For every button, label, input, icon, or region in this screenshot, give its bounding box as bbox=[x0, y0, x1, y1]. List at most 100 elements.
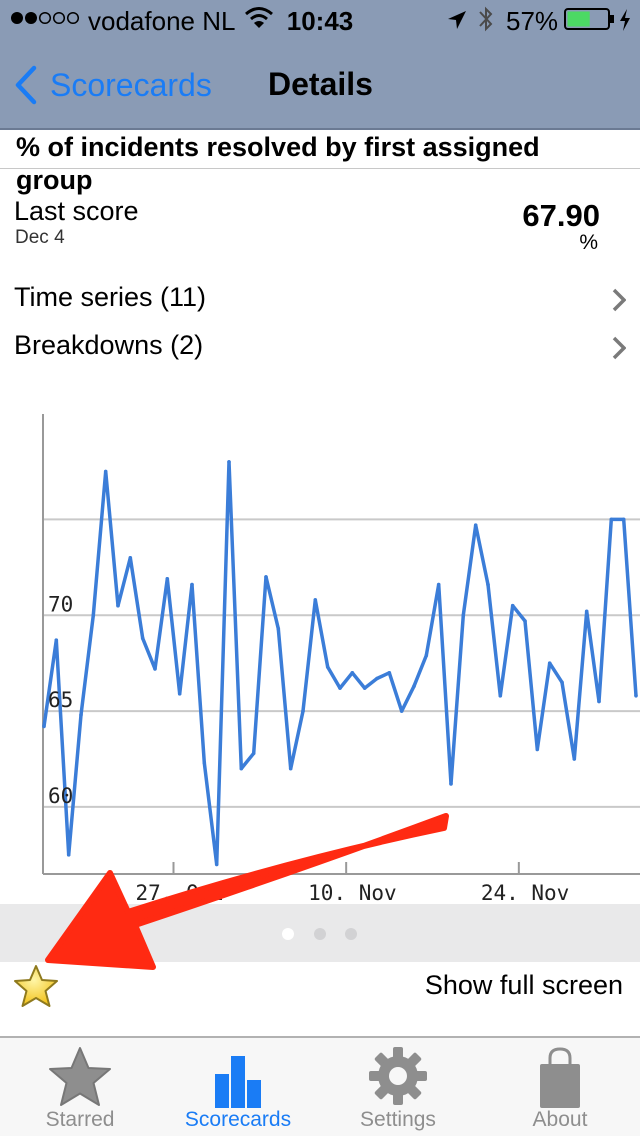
score-value: 67.90 bbox=[522, 198, 600, 233]
data-point bbox=[128, 556, 133, 560]
tab-bar: Starred Scorecards Settings bbox=[0, 1036, 640, 1136]
time-series-row[interactable]: Time series (11) bbox=[0, 276, 640, 322]
y-tick-label: 60 bbox=[48, 784, 73, 808]
data-point bbox=[42, 724, 46, 729]
navigation-bar: vodafone NL 10:43 57% Scorecards Details bbox=[0, 0, 640, 128]
show-full-screen-button[interactable]: Show full screen bbox=[424, 970, 623, 1000]
last-score-label: Last score bbox=[14, 196, 139, 226]
breakdowns-row[interactable]: Breakdowns (2) bbox=[0, 324, 640, 370]
data-point bbox=[202, 761, 207, 765]
back-button-label: Scorecards bbox=[50, 66, 212, 103]
metric-title: % of incidents resolved by first assigne… bbox=[16, 132, 540, 195]
data-point bbox=[486, 582, 490, 587]
data-point bbox=[116, 603, 120, 608]
data-point bbox=[424, 653, 429, 658]
data-point bbox=[436, 582, 441, 587]
tab-about[interactable]: About bbox=[480, 1038, 640, 1136]
data-point bbox=[597, 699, 601, 704]
data-point bbox=[54, 638, 59, 642]
bag-icon bbox=[540, 1047, 580, 1108]
data-point bbox=[350, 671, 355, 675]
data-point bbox=[239, 766, 244, 771]
data-point bbox=[560, 680, 564, 685]
data-point bbox=[547, 661, 552, 665]
data-point bbox=[461, 613, 466, 618]
x-tick-label: 24. Nov bbox=[481, 881, 570, 904]
score-unit: % bbox=[579, 231, 598, 254]
data-point bbox=[103, 469, 108, 474]
data-point bbox=[301, 709, 305, 713]
data-point bbox=[338, 686, 342, 690]
page-dot-2[interactable] bbox=[314, 928, 326, 940]
data-point bbox=[449, 782, 453, 786]
header-divider bbox=[0, 128, 640, 130]
last-score-date: Dec 4 bbox=[15, 227, 65, 248]
data-point bbox=[165, 577, 170, 581]
gear-icon bbox=[369, 1047, 427, 1105]
series-line bbox=[42, 460, 638, 867]
tab-label-starred: Starred bbox=[45, 1108, 115, 1131]
data-point bbox=[535, 747, 540, 752]
bar-chart-icon bbox=[215, 1056, 261, 1108]
time-series-label: Time series (11) bbox=[14, 282, 207, 312]
data-point bbox=[362, 686, 367, 690]
data-point bbox=[66, 853, 71, 857]
data-point bbox=[313, 598, 318, 602]
tab-settings[interactable]: Settings bbox=[318, 1038, 478, 1136]
chevron-left-icon bbox=[15, 65, 37, 105]
charging-bolt-icon bbox=[620, 9, 630, 31]
data-point bbox=[79, 713, 83, 717]
data-point bbox=[190, 582, 194, 587]
data-point bbox=[473, 523, 478, 527]
x-axis-ticks bbox=[172, 862, 520, 874]
back-button[interactable]: Scorecards bbox=[14, 62, 212, 108]
data-point bbox=[264, 575, 268, 579]
data-point bbox=[276, 626, 281, 631]
data-point bbox=[153, 667, 157, 671]
data-point bbox=[227, 460, 231, 464]
data-point bbox=[91, 613, 96, 618]
data-point bbox=[412, 684, 416, 688]
page-control bbox=[0, 904, 640, 962]
data-point bbox=[498, 694, 503, 698]
bluetooth-icon bbox=[479, 6, 493, 32]
data-point bbox=[375, 676, 379, 681]
breakdowns-label: Breakdowns (2) bbox=[14, 330, 204, 360]
favorite-star-button[interactable] bbox=[12, 964, 60, 1010]
x-tick-label: 10. Nov bbox=[308, 881, 397, 904]
series-points bbox=[42, 460, 638, 867]
battery-icon bbox=[564, 8, 614, 30]
data-point bbox=[288, 766, 293, 771]
clock: 10:43 bbox=[286, 6, 354, 36]
data-point bbox=[325, 665, 330, 669]
wifi-icon bbox=[245, 7, 273, 28]
data-point bbox=[510, 603, 515, 608]
signal-strength-icon bbox=[11, 11, 80, 25]
tab-starred[interactable]: Starred bbox=[0, 1038, 160, 1136]
title-divider bbox=[0, 168, 640, 169]
x-tick-label: 27. Oct bbox=[136, 881, 225, 904]
page-dot-3[interactable] bbox=[345, 928, 357, 940]
data-point bbox=[214, 862, 219, 867]
data-point bbox=[399, 709, 404, 713]
chart-grid bbox=[44, 518, 640, 808]
y-axis-labels: 60 65 70 bbox=[48, 592, 73, 808]
data-point bbox=[177, 692, 182, 696]
location-arrow-icon bbox=[448, 11, 466, 29]
x-axis-labels: 27. Oct 10. Nov 24. Nov bbox=[136, 881, 570, 904]
data-point bbox=[387, 671, 392, 675]
star-icon bbox=[49, 1047, 111, 1106]
chevron-right-icon bbox=[612, 288, 626, 312]
tab-label-scorecards: Scorecards bbox=[184, 1108, 292, 1131]
page-title: Details bbox=[268, 66, 373, 102]
data-point bbox=[140, 636, 145, 641]
chevron-right-icon bbox=[612, 336, 626, 360]
data-point bbox=[523, 619, 527, 623]
tab-scorecards[interactable]: Scorecards bbox=[158, 1038, 318, 1136]
page-dot-1[interactable] bbox=[282, 928, 294, 940]
time-series-chart[interactable]: 60 65 70 27. Oct 10. Nov 24. Nov bbox=[0, 400, 640, 904]
battery-percentage: 57% bbox=[506, 6, 559, 36]
data-point bbox=[621, 517, 626, 522]
data-point bbox=[584, 609, 589, 614]
tab-label-settings: Settings bbox=[360, 1108, 436, 1131]
